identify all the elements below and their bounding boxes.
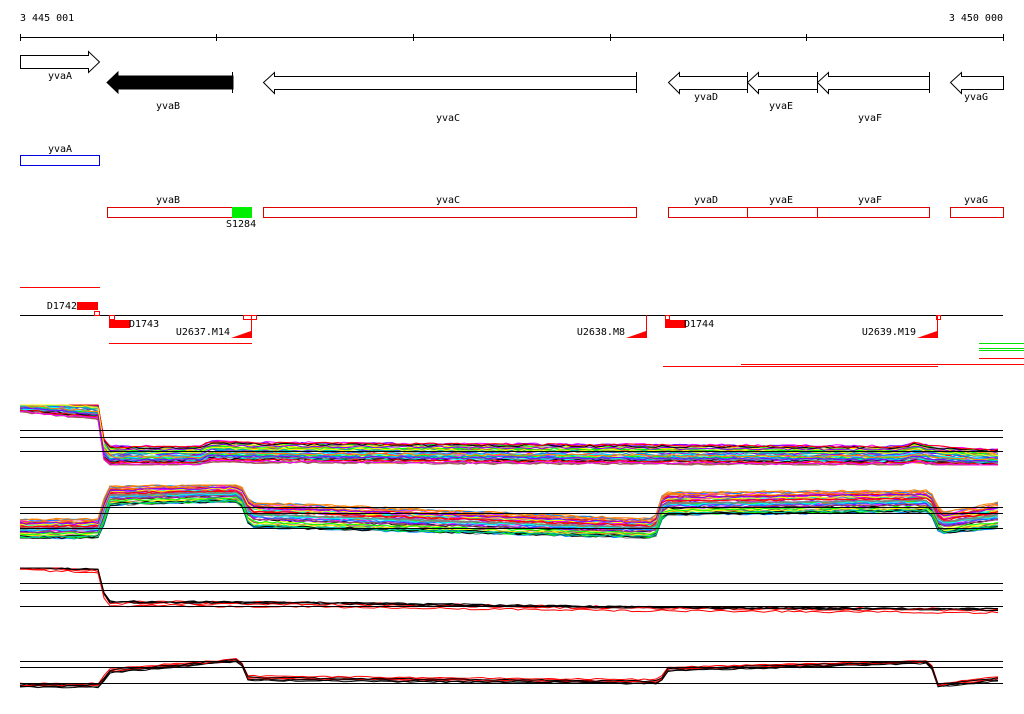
red-track-label-yvaC: yvaC: [435, 195, 461, 206]
ruler-start-label: 3 445 001: [20, 13, 75, 24]
ruler-end-label: 3 450 000: [948, 13, 1003, 24]
red-box-yvaE[interactable]: [747, 207, 818, 218]
profile-line: [19, 406, 999, 464]
marker-S1284[interactable]: [232, 207, 252, 218]
feature-label-U2639.M19: U2639.M19: [861, 327, 916, 338]
gene-arrow-yvaF[interactable]: [816, 71, 930, 95]
profile-line: [20, 404, 999, 454]
profile-line: [19, 484, 999, 522]
profile-line: [19, 485, 999, 524]
gene-arrow-yvaG[interactable]: [949, 71, 1004, 95]
profile-line: [19, 410, 998, 466]
gene-arrow-yvaB[interactable]: [106, 70, 234, 95]
feature-label-U2638.M8: U2638.M8: [576, 327, 625, 338]
profile-line: [20, 404, 999, 451]
gene-label-yvaD: yvaD: [693, 92, 719, 103]
feature-D1742[interactable]: [77, 302, 98, 310]
gene-label-yvaB: yvaB: [155, 101, 181, 112]
red-track-label-yvaG: yvaG: [963, 195, 989, 206]
profile-line: [19, 487, 999, 526]
feature-U2638.M8[interactable]: [626, 331, 646, 338]
red-box-yvaD[interactable]: [668, 207, 748, 218]
profile-line: [19, 491, 999, 530]
profile-line: [19, 406, 999, 463]
gene-label-yvaE: yvaE: [768, 101, 794, 112]
blue-track-label: yvaA: [47, 144, 73, 155]
profile-line: [20, 404, 999, 452]
profile-panel-3: [19, 567, 1003, 615]
feature-label-D1743: D1743: [129, 319, 160, 330]
marker-label-S1284: S1284: [226, 219, 257, 230]
red-track-label-yvaD: yvaD: [693, 195, 719, 206]
profile-line: [19, 496, 999, 536]
gene-arrow-yvaC[interactable]: [262, 71, 637, 95]
feature-D1744[interactable]: [665, 320, 686, 328]
feature-label-D1744: D1744: [684, 319, 715, 330]
red-track-label-yvaF: yvaF: [857, 195, 883, 206]
profile-line: [19, 486, 999, 525]
gene-label-yvaC: yvaC: [435, 113, 461, 124]
profile-line: [19, 567, 999, 612]
red-track-label-yvaB: yvaB: [155, 195, 181, 206]
gene-arrow-yvaD[interactable]: [667, 71, 748, 95]
feature-D1743[interactable]: [109, 320, 130, 328]
gene-label-yvaA: yvaA: [47, 71, 73, 82]
red-track-label-yvaE: yvaE: [768, 195, 794, 206]
gene-arrow-yvaE[interactable]: [746, 71, 818, 95]
profile-line: [19, 567, 999, 612]
red-box-yvaF[interactable]: [817, 207, 930, 218]
profile-line: [19, 499, 999, 539]
profile-line: [19, 568, 999, 615]
profile-line: [19, 407, 999, 463]
profile-line: [20, 404, 999, 461]
profile-panel-1: [19, 404, 1003, 466]
feature-label-U2637.M14: U2637.M14: [175, 327, 230, 338]
gene-label-yvaG: yvaG: [963, 92, 989, 103]
blue-box-yvaA[interactable]: [20, 155, 100, 166]
feature-U2637.M14[interactable]: [231, 331, 251, 338]
profile-line: [19, 409, 999, 466]
profile-line: [19, 489, 999, 528]
profile-panel-2: [19, 484, 1003, 540]
gene-arrow-yvaA[interactable]: [20, 50, 101, 74]
red-box-yvaC[interactable]: [263, 207, 637, 218]
gene-label-yvaF: yvaF: [857, 113, 883, 124]
feature-label-D1742: D1742: [46, 301, 77, 312]
profile-line: [19, 659, 999, 686]
ruler: [20, 34, 1004, 41]
feature-U2639.M19[interactable]: [917, 331, 937, 338]
feature-track: [20, 287, 1024, 367]
red-box-yvaG[interactable]: [950, 207, 1004, 218]
profile-panel-4: [19, 657, 1003, 689]
red-box-yvaB[interactable]: [107, 207, 233, 218]
